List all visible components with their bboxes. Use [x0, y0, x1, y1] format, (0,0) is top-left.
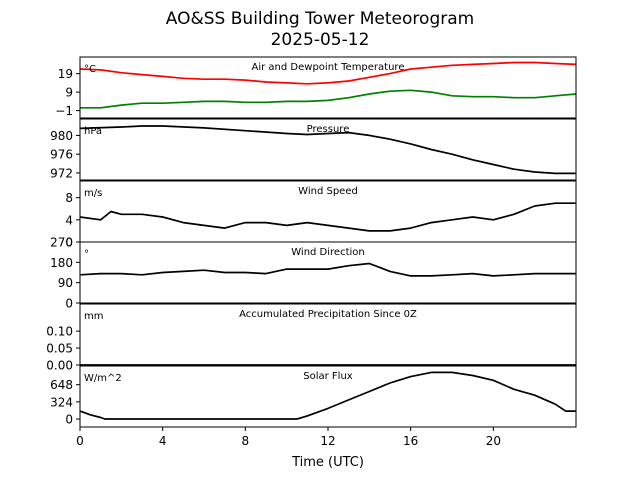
x-tick-label: 12 — [320, 434, 335, 448]
x-tick-label: 8 — [242, 434, 250, 448]
y-tick-label: 4 — [65, 213, 73, 227]
series-line-1-2 — [80, 89, 577, 109]
panel-title: Accumulated Precipitation Since 0Z — [239, 309, 417, 320]
panel-unit: m/s — [84, 188, 102, 199]
y-tick-label: 324 — [50, 395, 73, 409]
y-tick-label: 0.10 — [46, 325, 73, 339]
panel-unit: °C — [84, 64, 96, 75]
x-axis-label: Time (UTC) — [291, 455, 364, 470]
y-tick-label: 0.00 — [46, 359, 73, 373]
panel-frame — [79, 241, 577, 304]
y-tick-label: 980 — [50, 129, 73, 143]
panel-3: 0 4 8 m/s Wind Speed — [65, 180, 577, 250]
panel-1: −1 9 19 °C Air and Dewpoint Temperature — [55, 56, 577, 119]
panel-unit: W/m^2 — [84, 373, 122, 384]
panel-title: Air and Dewpoint Temperature — [252, 62, 405, 73]
x-tick-label: 20 — [486, 434, 501, 448]
panel-title: Solar Flux — [303, 371, 353, 382]
panel-unit: ° — [84, 249, 89, 260]
panel-2: 972 976 980 hPa Pressure — [50, 118, 577, 181]
y-tick-label: 9 — [65, 86, 73, 100]
y-tick-label: 0 — [65, 297, 73, 311]
y-tick-label: −1 — [55, 104, 73, 118]
series-line-4-1 — [79, 262, 576, 277]
panel-unit: hPa — [84, 126, 102, 137]
y-tick-label: 648 — [50, 378, 73, 392]
y-tick-label: 19 — [58, 67, 73, 81]
y-tick-label: 0.05 — [46, 342, 73, 356]
panel-title: Wind Speed — [298, 186, 358, 197]
y-tick-label: 0 — [65, 413, 73, 427]
panel-frame — [79, 118, 577, 181]
series-line-6-1 — [79, 371, 576, 420]
x-tick-label: 0 — [76, 434, 84, 448]
series-line-2-1 — [79, 125, 576, 175]
panel-6: 0 324 648 W/m^2 Solar Flux — [50, 365, 577, 428]
panel-title: Wind Direction — [291, 247, 365, 258]
y-tick-label: 972 — [50, 166, 73, 180]
x-tick-label: 16 — [403, 434, 418, 448]
y-tick-label: 8 — [65, 191, 73, 205]
y-tick-label: 0 — [65, 236, 73, 250]
y-tick-label: 90 — [58, 276, 73, 290]
chart-subtitle: 2025-05-12 — [271, 30, 370, 50]
y-tick-label: 180 — [50, 256, 73, 270]
panel-title: Pressure — [307, 124, 350, 135]
panel-5: 0.00 0.05 0.10 mm Accumulated Precipitation … — [46, 303, 577, 373]
y-tick-label: 270 — [50, 236, 73, 250]
panel-4: 0 90 180 270 ° Wind Direction — [50, 236, 577, 311]
chart-title: AO&SS Building Tower Meteorogram — [166, 9, 474, 29]
series-line-1-1 — [79, 61, 577, 85]
series-line-3-1 — [79, 202, 576, 232]
x-axis: 0 4 8 12 16 20 — [76, 427, 501, 448]
x-tick-label: 4 — [159, 434, 167, 448]
panel-frame — [79, 303, 577, 366]
y-tick-label: 976 — [50, 148, 73, 162]
panel-unit: mm — [84, 311, 103, 322]
panel-frame — [79, 56, 577, 119]
